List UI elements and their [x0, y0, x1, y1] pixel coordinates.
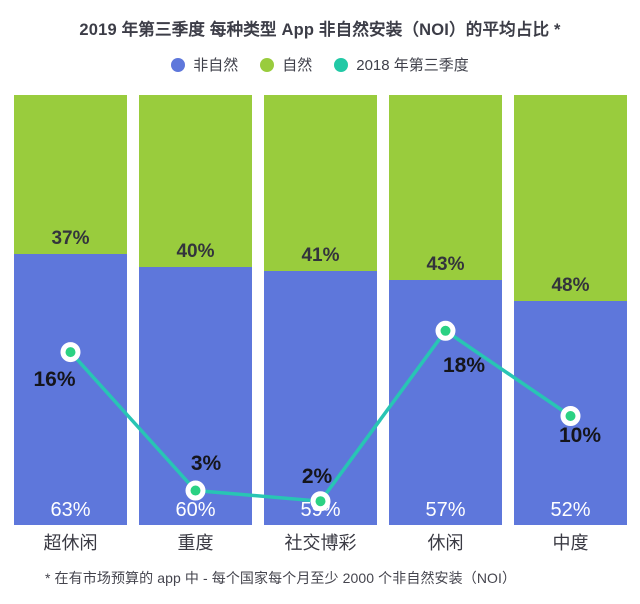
legend: 非自然 自然 2018 年第三季度 [0, 54, 640, 75]
chart-area: 37% 63% 40% 60% 41% 59% 43% 57% 48% 52% 16% 3% 2% 18%… [14, 95, 627, 525]
bar-group-4: 48% 52% [514, 95, 627, 525]
organic-value-label: 43% [426, 253, 465, 275]
nonorganic-value-label: 60% [175, 499, 216, 521]
bar-segment-nonorganic [139, 267, 252, 525]
category-label-1: 重度 [177, 533, 214, 553]
category-label-4: 中度 [552, 533, 589, 553]
bar-segment-organic [514, 95, 627, 302]
legend-dot-icon [260, 57, 275, 72]
legend-label: 2018 年第三季度 [356, 57, 469, 74]
category-label-3: 休闲 [427, 533, 464, 553]
organic-value-label: 41% [301, 245, 340, 267]
organic-value-label: 40% [176, 241, 215, 262]
category-axis: 超休闲 重度 社交博彩 休闲 中度 [14, 529, 627, 553]
line-value-label: 10% [558, 423, 602, 447]
line-value-label: 3% [190, 452, 222, 476]
organic-value-label: 37% [51, 228, 90, 250]
line-value-label: 2% [301, 464, 333, 488]
legend-item-2: 2018 年第三季度 [334, 54, 469, 75]
legend-dot-icon [171, 57, 186, 72]
nonorganic-value-label: 63% [50, 499, 91, 521]
legend-label: 自然 [282, 57, 313, 74]
category-label-0: 超休闲 [43, 533, 98, 553]
line-value-label: 18% [442, 354, 486, 378]
bar-segment-organic [139, 95, 252, 267]
nonorganic-value-label: 57% [425, 499, 466, 521]
nonorganic-value-label: 52% [550, 499, 591, 521]
bar-segment-organic [389, 95, 502, 280]
bar-group-2: 41% 59% [264, 95, 377, 525]
nonorganic-value-label: 59% [300, 499, 341, 521]
bar-segment-nonorganic [389, 279, 502, 525]
organic-value-label: 48% [551, 275, 590, 297]
bar-segment-nonorganic [514, 301, 627, 525]
line-value-label: 16% [33, 368, 76, 392]
legend-dot-icon [334, 57, 349, 72]
legend-item-0: 非自然 [171, 54, 238, 75]
bar-segment-organic [14, 95, 127, 255]
legend-label: 非自然 [193, 57, 239, 74]
bar-group-3: 43% 57% [389, 95, 502, 525]
legend-item-1: 自然 [260, 54, 312, 75]
bar-group-0: 37% 63% [14, 95, 127, 525]
category-label-2: 社交博彩 [284, 533, 357, 553]
bar-segment-organic [264, 95, 377, 272]
footnote: * 在有市场预算的 app 中 - 每个国家每个月至少 2000 个非自然安装（… [45, 570, 517, 586]
chart-title: 2019 年第三季度 每种类型 App 非自然安装（NOI）的平均占比 * [79, 21, 561, 39]
